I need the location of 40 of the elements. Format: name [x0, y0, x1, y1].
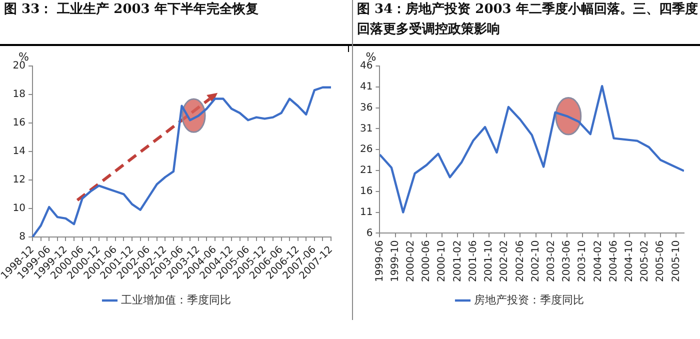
y-tick-label: 16 [12, 118, 26, 129]
y-tick-label: 8 [19, 232, 26, 243]
y-tick-label: 20 [12, 60, 26, 72]
x-tick-label: 2005-06 [655, 240, 666, 282]
y-tick-label: 16 [360, 186, 373, 198]
y-tick-label: 10 [12, 203, 26, 214]
x-tick-label: 2001-10 [484, 240, 495, 282]
x-tick-label: 2005-10 [670, 240, 682, 282]
x-tick-label: 2004-10 [624, 240, 635, 282]
x-tick-label: 2004-06 [608, 240, 620, 282]
y-tick-label: 26 [360, 144, 373, 156]
x-tick-label: 2002-02 [499, 240, 510, 282]
x-tick-label: 2005-02 [640, 240, 651, 282]
x-tick-label: 2000-10 [436, 240, 448, 282]
chart-title: 图 34：房地产投资 2003 年二季度小幅回落。三、四季度回落更多受调控政策影响 [356, 0, 698, 39]
y-tick-label: 41 [360, 81, 373, 92]
x-tick-label: 2003-06 [562, 240, 573, 282]
x-tick-label: 1999-10 [390, 240, 401, 282]
y-tick-label: 14 [12, 146, 26, 158]
y-tick-label: 11 [360, 206, 373, 218]
y-tick-label: 18 [12, 89, 26, 100]
y-tick-label: 46 [360, 60, 373, 72]
x-tick-label: 2001-02 [452, 240, 464, 282]
y-tick-label: 31 [360, 123, 373, 134]
x-tick-label: 2002-10 [530, 240, 542, 282]
x-tick-label: 2000-02 [406, 240, 417, 282]
x-tick-label: 2002-06 [514, 240, 526, 282]
legend-label: 工业增加值：季度同比 [120, 293, 231, 306]
y-tick-label: 6 [366, 228, 373, 239]
x-tick-label: 2004-02 [592, 240, 604, 282]
x-tick-label: 2003-02 [546, 240, 557, 282]
x-tick-label: 2000-06 [421, 240, 432, 282]
y-tick-label: 21 [360, 165, 373, 176]
x-tick-label: 2003-10 [577, 240, 588, 282]
y-tick-label: 36 [360, 102, 373, 114]
y-tick-label: 12 [12, 174, 26, 186]
x-tick-label: 2001-06 [468, 240, 479, 282]
chart-title: 图 33： 工业生产 2003 年下半年完全恢复 [3, 0, 260, 19]
x-tick-label: 1999-06 [374, 240, 386, 282]
legend-label: 房地产投资：季度同比 [474, 293, 584, 306]
